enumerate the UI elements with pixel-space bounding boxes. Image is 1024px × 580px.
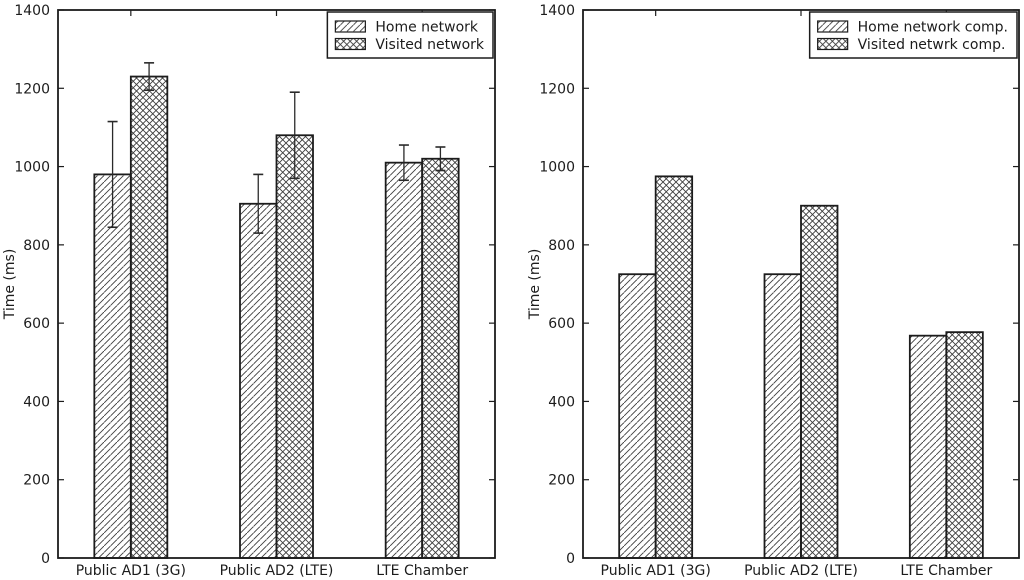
bar-home-network-comp-lte-chamber: [908, 334, 948, 559]
y-tick-label: 400: [548, 394, 575, 410]
bar-home-network-lte-chamber: [384, 161, 424, 559]
y-tick-label: 1400: [14, 3, 50, 19]
bar-home-network-public-ad1-3g: [93, 173, 132, 559]
y-tick-label: 0: [41, 551, 50, 567]
legend-label-home-network-comp: Home network comp.: [858, 20, 1008, 36]
x-axis-category-label: Public AD2 (LTE): [744, 563, 858, 579]
legend-swatch-diagonal-hatch-icon: [817, 20, 849, 33]
y-tick-label: 600: [23, 316, 50, 332]
y-tick-label: 1200: [14, 81, 50, 97]
y-tick-label: 1000: [539, 160, 575, 176]
y-axis-title: Time (ms): [527, 249, 543, 321]
bar-visited-network-public-ad2-lte: [275, 134, 314, 559]
y-tick-label: 800: [548, 238, 575, 254]
bar-visited-netwrk-comp-public-ad1-3g: [654, 175, 694, 559]
x-axis-category-label: Public AD1 (3G): [76, 563, 186, 579]
y-tick-label: 800: [23, 238, 50, 254]
bar-home-network-comp-public-ad1-3g: [618, 273, 657, 559]
legend-swatch-diagonal-hatch-icon: [334, 20, 366, 33]
legend-box: [808, 11, 1018, 59]
chart-panel-right: 0 200 400 600 800 1000 1200 1400 Public AD1 (3G)…: [527, 3, 1020, 579]
legend-label-visited-netwrk-comp: Visited netwrk comp.: [858, 37, 1006, 53]
chart-panel-left: 0 200 400 600 800 1000 1200 1400 Public AD1 (3G)…: [2, 3, 496, 579]
x-axis-category-label: Public AD2 (LTE): [220, 563, 334, 579]
legend-label-visited-network: Visited network: [375, 37, 485, 53]
legend-label-home-network: Home network: [375, 20, 479, 36]
bar-home-network-public-ad2-lte: [239, 202, 278, 559]
bar-visited-network-lte-chamber: [421, 157, 460, 559]
legend: Home network comp.Visited netwrk comp.: [808, 11, 1018, 59]
y-tick-label: 1000: [14, 160, 50, 176]
x-axis-category-label: LTE Chamber: [900, 563, 992, 579]
legend-box: [326, 11, 494, 59]
bar-visited-netwrk-comp-lte-chamber: [945, 331, 984, 559]
y-tick-label: 200: [23, 473, 50, 489]
bar-visited-netwrk-comp-public-ad2-lte: [800, 204, 839, 559]
y-tick-label: 400: [23, 394, 50, 410]
y-tick-label: 1400: [539, 3, 575, 19]
x-axis-category-label: LTE Chamber: [376, 563, 468, 579]
legend-swatch-cross-hatch-icon: [334, 37, 366, 51]
y-tick-label: 600: [548, 316, 575, 332]
y-axis-title: Time (ms): [2, 249, 18, 321]
y-tick-label: 200: [548, 473, 575, 489]
x-axis-category-label: Public AD1 (3G): [601, 563, 711, 579]
bar-home-network-comp-public-ad2-lte: [763, 273, 802, 559]
y-tick-label: 1200: [539, 81, 575, 97]
y-tick-label: 0: [566, 551, 575, 567]
bar-visited-network-public-ad1-3g: [129, 75, 169, 559]
legend-swatch-cross-hatch-icon: [817, 37, 849, 51]
